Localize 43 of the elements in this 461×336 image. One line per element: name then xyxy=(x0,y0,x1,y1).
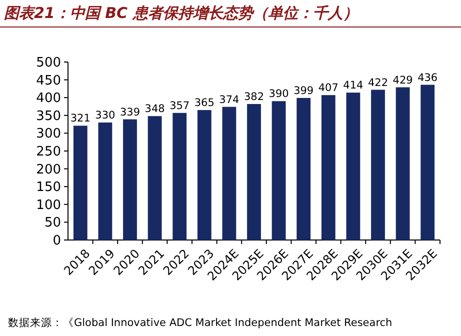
data-label: 429 xyxy=(392,74,413,86)
bar xyxy=(371,90,385,240)
bar xyxy=(222,106,236,240)
source-note: 数据来源：《Global Innovative ADC Market Independent Market Research xyxy=(8,316,392,329)
data-label: 348 xyxy=(144,103,165,116)
data-label: 357 xyxy=(170,100,190,112)
bar xyxy=(396,87,410,240)
y-tick-label: 0 xyxy=(52,234,61,248)
bar xyxy=(123,119,137,240)
y-tick-label: 50 xyxy=(44,216,61,231)
bar xyxy=(172,112,187,240)
bar xyxy=(148,116,162,240)
chart-title: 图表21：中国 BC 患者保持增长态势（单位：千人） xyxy=(4,4,358,22)
y-tick-label: 500 xyxy=(36,56,61,70)
y-tick-label: 450 xyxy=(36,73,61,88)
data-label: 390 xyxy=(268,88,289,100)
bar xyxy=(272,101,286,240)
data-label: 374 xyxy=(219,94,240,106)
data-label: 399 xyxy=(294,84,314,97)
bar xyxy=(73,126,88,240)
bar xyxy=(321,95,336,240)
data-label: 422 xyxy=(368,76,388,89)
data-label: 330 xyxy=(95,110,116,122)
y-tick-label: 400 xyxy=(36,91,61,106)
bar xyxy=(296,98,311,240)
data-label: 414 xyxy=(343,80,364,92)
data-label: 339 xyxy=(120,106,140,118)
bar xyxy=(197,110,212,240)
data-label: 407 xyxy=(318,82,338,94)
y-tick-label: 350 xyxy=(36,108,61,124)
bar xyxy=(420,84,435,240)
bar xyxy=(98,122,112,240)
bar xyxy=(247,104,261,240)
y-tick-label: 250 xyxy=(36,144,61,160)
data-label: 365 xyxy=(194,97,214,110)
data-label: 321 xyxy=(70,112,90,125)
data-label: 382 xyxy=(244,91,264,104)
y-tick-label: 100 xyxy=(36,198,61,213)
data-label: 436 xyxy=(418,72,438,84)
y-tick-label: 150 xyxy=(36,180,61,196)
bar xyxy=(346,92,360,240)
y-tick-label: 300 xyxy=(36,126,61,142)
y-tick-label: 200 xyxy=(36,162,61,178)
